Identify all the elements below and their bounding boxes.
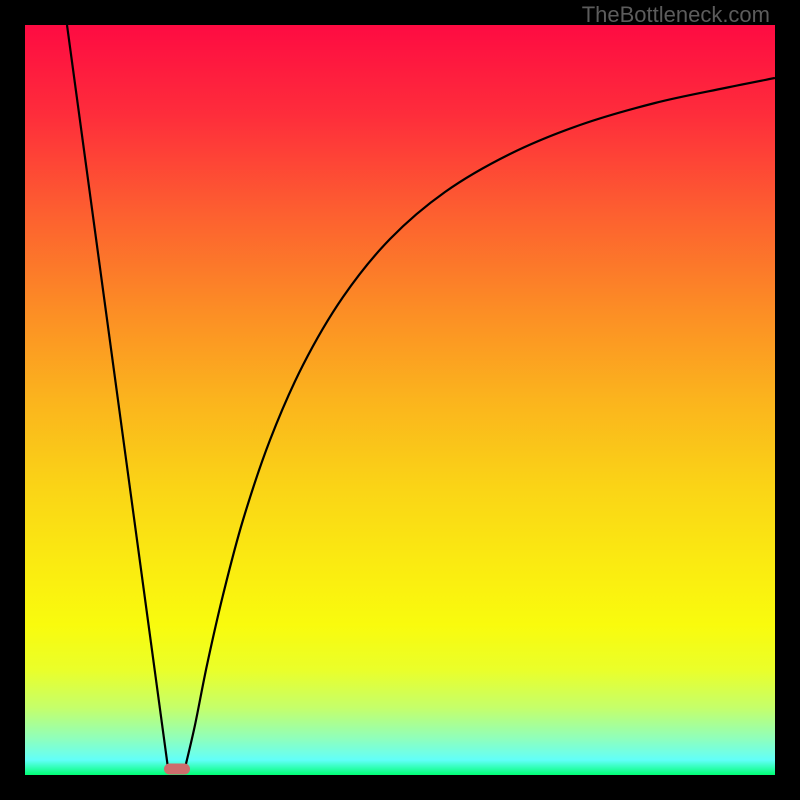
chart-container: TheBottleneck.com	[0, 0, 800, 800]
optimal-marker	[164, 764, 190, 775]
watermark-text: TheBottleneck.com	[582, 2, 770, 28]
gradient-background	[25, 25, 775, 775]
plot-area	[25, 25, 775, 775]
